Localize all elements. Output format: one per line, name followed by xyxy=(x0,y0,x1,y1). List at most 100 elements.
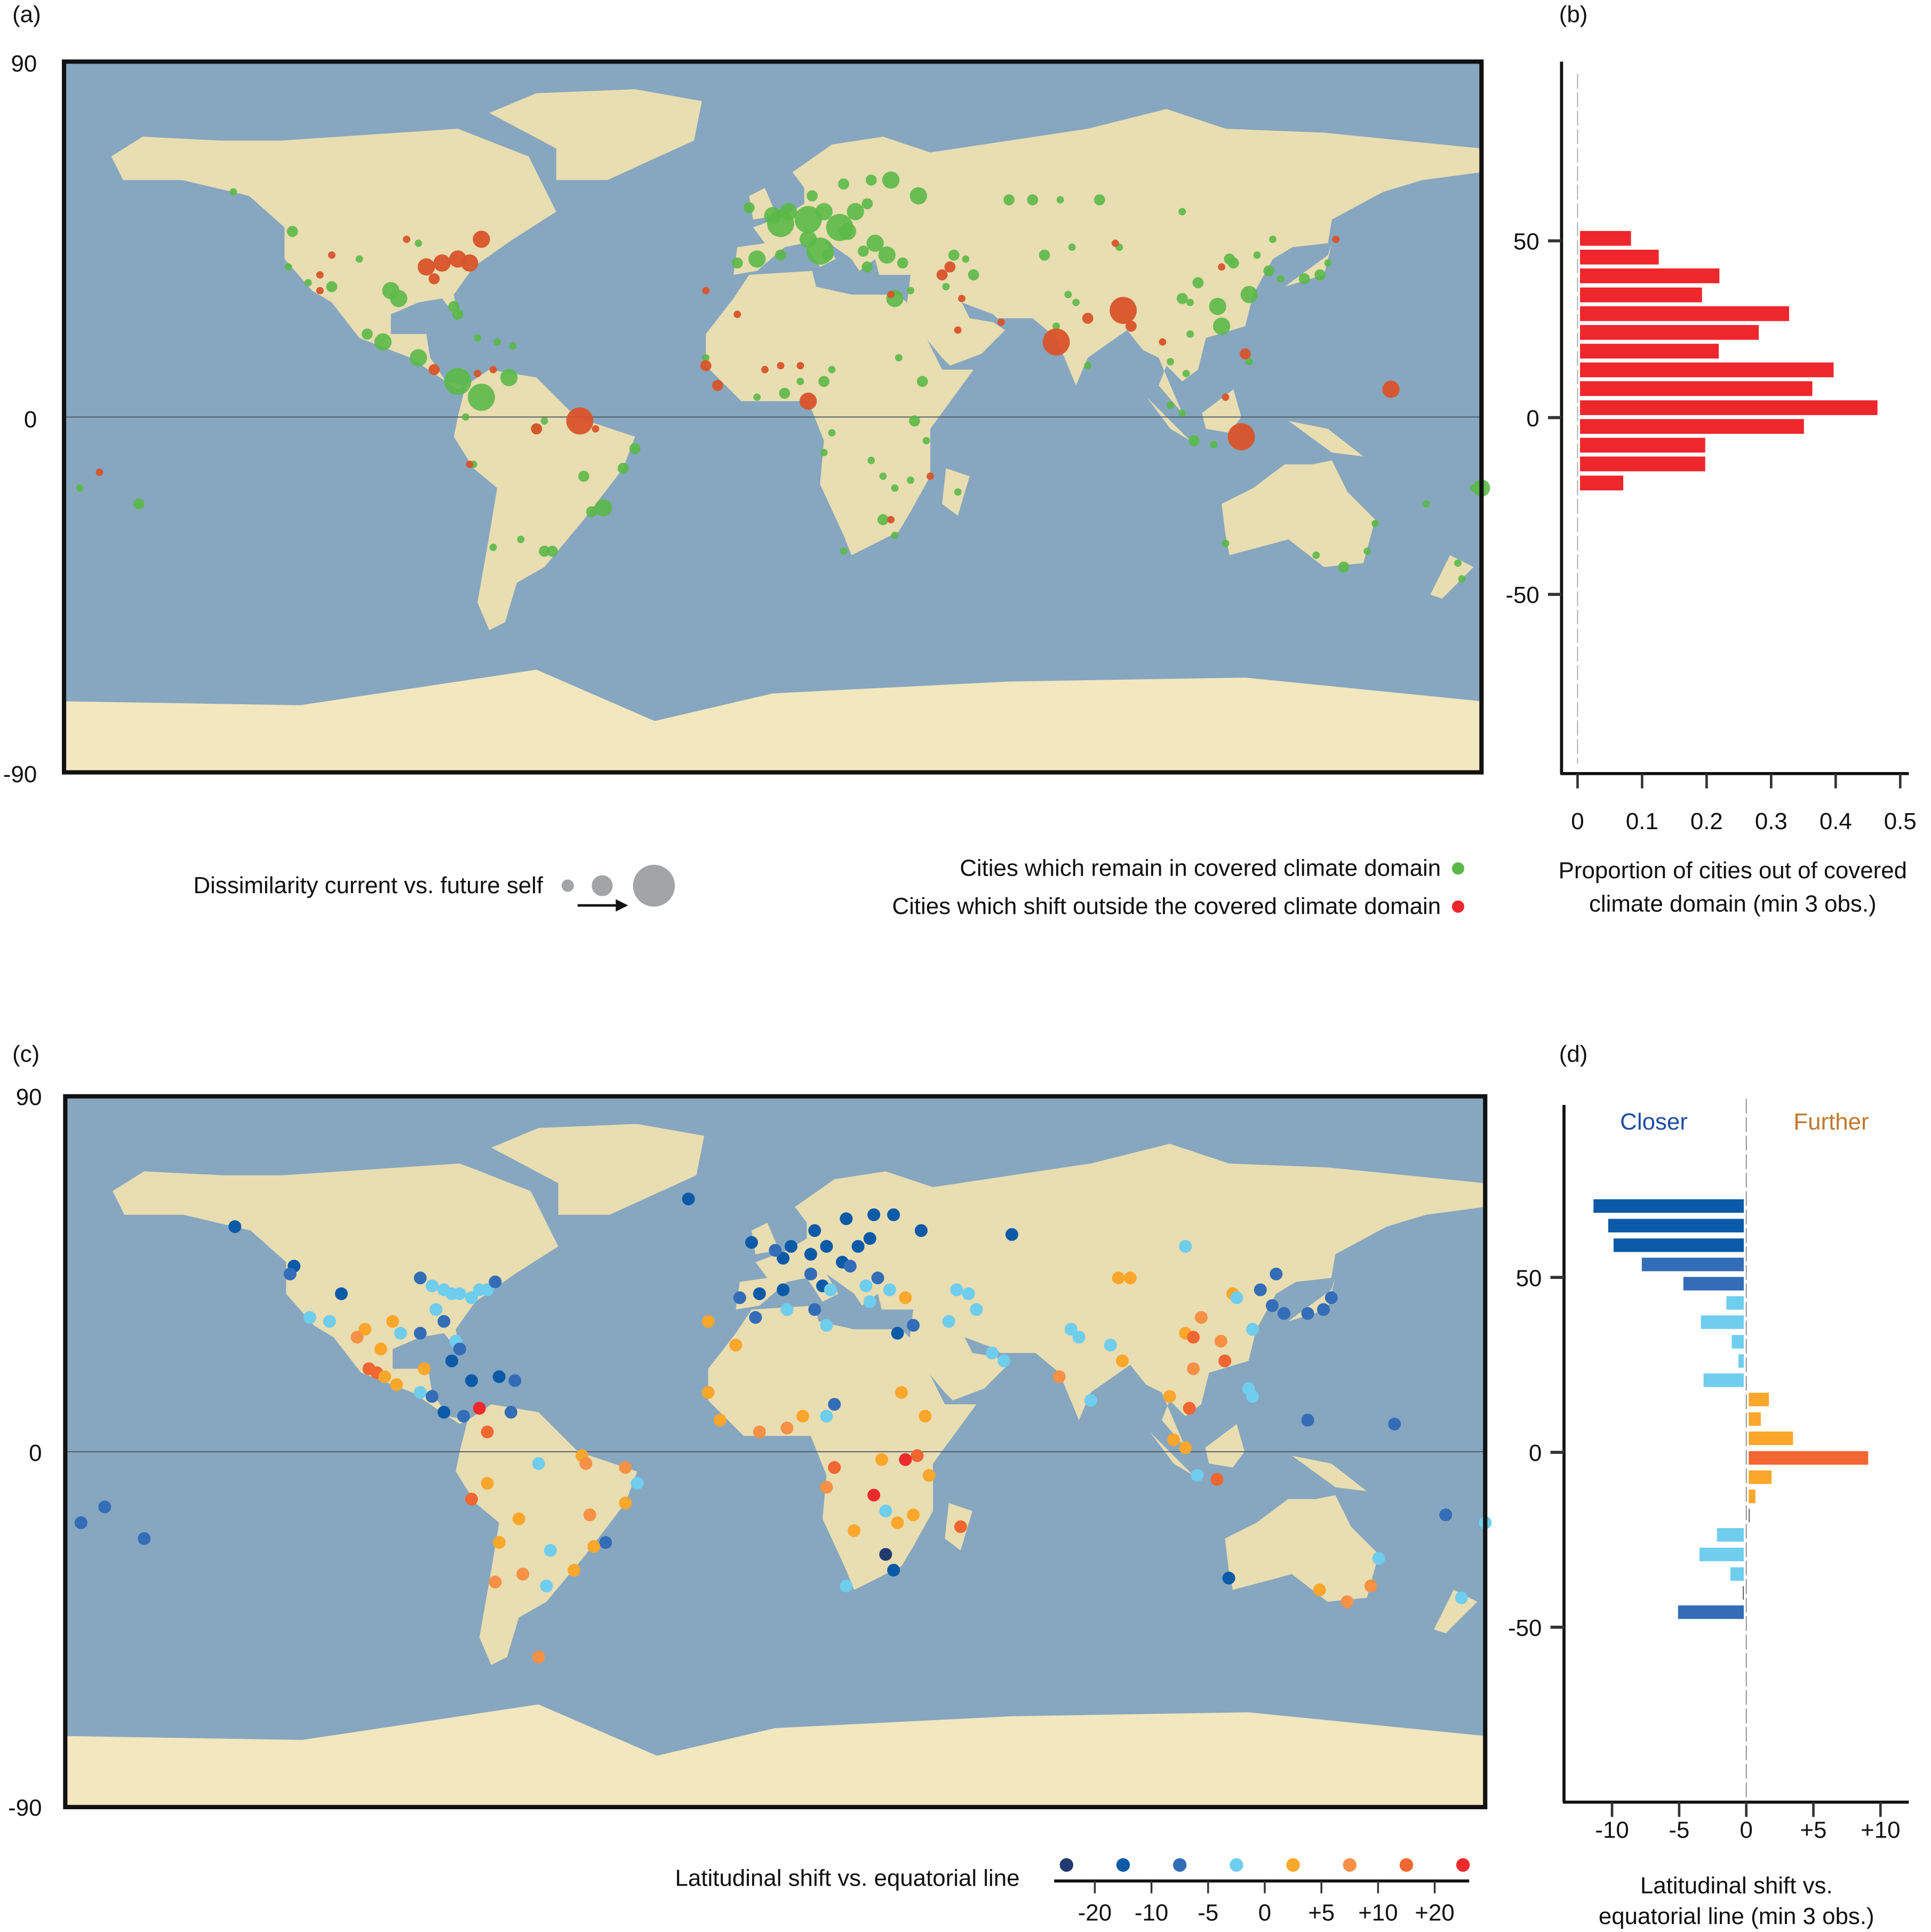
city-point-remain xyxy=(780,203,797,220)
hist-b-bar xyxy=(1580,456,1705,472)
hist-d-bar xyxy=(1749,1412,1761,1426)
shift-legend-dot-3 xyxy=(1230,1858,1243,1872)
hist-d-bar xyxy=(1730,1567,1744,1581)
city-point-shift xyxy=(489,365,497,373)
city-point-remain xyxy=(744,202,755,213)
city-point-shift-class-2 xyxy=(489,1275,502,1289)
city-point-remain xyxy=(866,234,884,252)
shift-legend-tick-label: -20 xyxy=(1078,1899,1112,1926)
shift-legend-tick-label: +5 xyxy=(1308,1899,1335,1926)
city-point-shift-class-1 xyxy=(228,1220,242,1233)
city-point-remain xyxy=(1263,265,1275,277)
map-c-land-sumatra xyxy=(1150,1432,1194,1476)
city-point-remain xyxy=(794,206,822,233)
city-point-shift xyxy=(733,311,741,319)
city-point-shift-class-5 xyxy=(1187,1362,1200,1376)
city-point-remain xyxy=(878,246,896,264)
city-point-shift-class-3 xyxy=(1084,1394,1097,1407)
city-point-remain xyxy=(362,328,373,340)
city-point-shift-class-6 xyxy=(954,1520,967,1533)
city-point-shift-class-5 xyxy=(516,1568,530,1581)
city-point-shift-class-3 xyxy=(998,1354,1011,1367)
city-point-remain xyxy=(1298,273,1310,284)
hist-d-bar xyxy=(1701,1315,1744,1329)
city-point-remain xyxy=(897,257,908,269)
city-point-remain xyxy=(922,437,930,444)
hist-d-ytick-label: 0 xyxy=(1529,1440,1542,1466)
city-point-shift-class-6 xyxy=(911,1449,924,1462)
city-point-shift-class-4 xyxy=(907,1508,920,1522)
legend-shift-dot xyxy=(1451,900,1465,913)
city-point-remain xyxy=(1186,298,1194,306)
hist-b-bar xyxy=(1580,344,1719,359)
city-point-shift-class-3 xyxy=(303,1311,316,1324)
city-point-shift-class-3 xyxy=(426,1279,439,1292)
city-point-shift-class-3 xyxy=(820,1410,833,1423)
city-point-shift xyxy=(428,273,440,284)
hist-b-bar xyxy=(1580,419,1804,434)
map-a-ytick-90: 90 xyxy=(11,51,37,77)
city-point-remain xyxy=(775,249,786,261)
hist-d-xlabel: equatorial line (min 3 obs.) xyxy=(1599,1903,1874,1929)
city-point-shift xyxy=(566,407,594,435)
city-point-shift xyxy=(1240,348,1251,360)
city-point-shift-class-0 xyxy=(879,1548,892,1561)
city-point-shift-class-1 xyxy=(334,1287,348,1300)
city-point-remain xyxy=(909,187,927,205)
city-point-remain xyxy=(858,245,869,257)
city-point-shift-class-2 xyxy=(508,1374,522,1387)
panel-label-a: (a) xyxy=(12,2,41,28)
city-point-shift-class-6 xyxy=(481,1425,494,1438)
map-c-frame xyxy=(63,1094,1488,1809)
city-point-remain xyxy=(629,443,641,455)
city-point-shift-class-6 xyxy=(828,1461,841,1474)
city-point-shift-class-2 xyxy=(413,1326,427,1340)
city-point-remain xyxy=(861,261,873,273)
city-point-remain xyxy=(1188,435,1200,447)
city-point-shift xyxy=(954,326,962,334)
city-point-shift xyxy=(936,269,948,281)
city-point-shift-class-4 xyxy=(701,1315,715,1328)
shift-legend-dot-1 xyxy=(1116,1858,1130,1872)
city-point-remain xyxy=(820,449,828,457)
city-point-shift-class-5 xyxy=(1052,1370,1066,1384)
city-point-shift xyxy=(461,254,478,272)
city-point-remain xyxy=(748,250,766,268)
city-point-shift-class-2 xyxy=(1301,1307,1314,1320)
city-point-shift-class-1 xyxy=(1222,1571,1235,1585)
city-point-shift-class-4 xyxy=(512,1512,525,1525)
shift-legend-dot-6 xyxy=(1399,1858,1414,1872)
city-point-shift-class-4 xyxy=(568,1563,581,1577)
city-point-remain xyxy=(1064,291,1072,299)
shift-legend-tick-label: +10 xyxy=(1358,1899,1398,1926)
city-point-shift-class-4 xyxy=(701,1386,715,1399)
hist-d-xtick-label: -10 xyxy=(1595,1817,1629,1843)
hist-b-xtick-label: 0.1 xyxy=(1626,808,1658,834)
city-point-shift-class-2 xyxy=(1388,1418,1401,1431)
city-point-shift-class-3 xyxy=(1230,1291,1243,1305)
histogram-b: 50 0 -50 0 0.1 0.2 0.3 0.4 0.5 Proportion of citi… xyxy=(1505,61,1917,917)
city-point-shift-class-2 xyxy=(808,1303,821,1316)
hist-d-bar xyxy=(1738,1354,1744,1368)
map-a xyxy=(62,59,1490,775)
city-point-shift-class-5 xyxy=(1194,1311,1208,1324)
city-point-shift-class-2 xyxy=(828,1397,841,1411)
city-point-remain xyxy=(1338,561,1350,573)
city-point-remain xyxy=(891,484,899,492)
hist-b-bar xyxy=(1580,381,1813,396)
city-point-remain xyxy=(1423,500,1430,508)
map-a-land-antarctica xyxy=(64,670,1482,773)
hist-b-bar xyxy=(1580,230,1631,246)
city-point-shift xyxy=(1082,313,1094,324)
hist-d-xtick-label: 0 xyxy=(1740,1817,1752,1843)
city-point-remain xyxy=(578,471,589,482)
city-point-shift-class-4 xyxy=(390,1378,403,1392)
city-point-remain xyxy=(1227,257,1239,269)
panel-label-d: (d) xyxy=(1559,1041,1588,1067)
city-point-shift-class-3 xyxy=(323,1315,336,1328)
city-point-shift-class-2 xyxy=(1278,1307,1291,1320)
city-point-remain xyxy=(1210,441,1218,449)
city-point-remain xyxy=(764,206,781,225)
city-point-remain xyxy=(818,376,830,387)
city-point-shift-class-5 xyxy=(579,1457,593,1470)
